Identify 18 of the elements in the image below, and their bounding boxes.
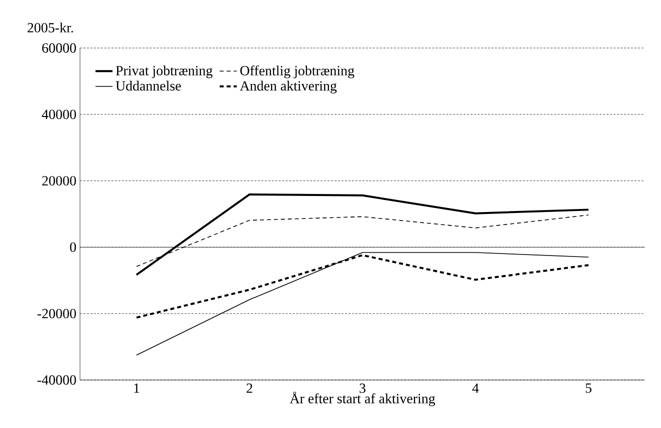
y-tick-label: 60000 [42,43,76,53]
legend-label: Privat jobtræning [116,66,212,78]
x-tick-label: 5 [586,384,592,393]
y-axis-title: 2005-kr. [28,22,73,32]
x-tick-label: 3 [360,384,366,393]
x-tick-label: 1 [134,384,140,393]
y-tick-label: 20000 [42,176,76,186]
x-axis-title: År efter start af aktivering [290,392,436,406]
y-tick-label: 40000 [42,110,76,120]
legend-label: Offentlig jobtræning [240,65,354,78]
y-tick-label: -20000 [37,308,76,318]
y-tick-label: -40000 [37,375,76,385]
y-tick-label: 0 [70,242,76,252]
legend-label: Anden aktivering [240,80,337,94]
legend-label: Uddannelse [116,80,181,91]
x-tick-label: 2 [246,384,252,393]
x-tick-label: 4 [472,384,479,393]
line-series [136,252,589,356]
